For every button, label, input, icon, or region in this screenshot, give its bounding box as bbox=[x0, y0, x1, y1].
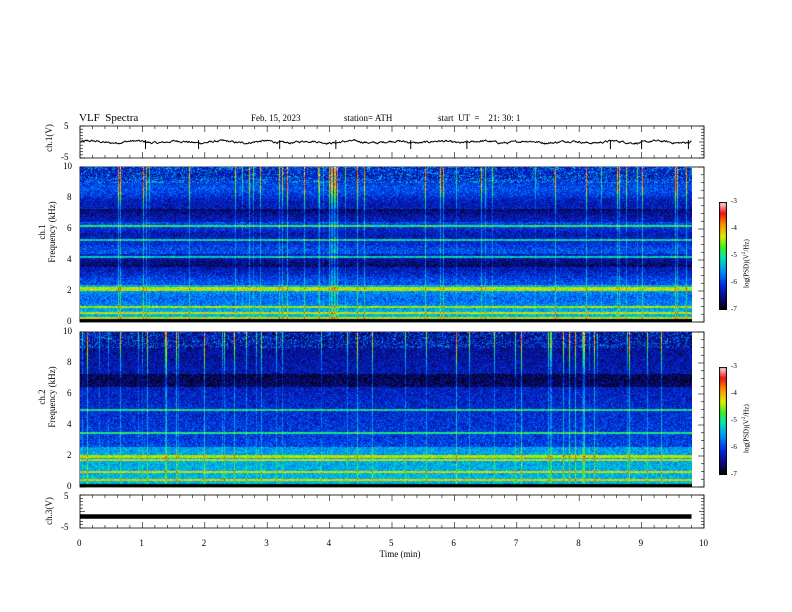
spectrogram-ytick-label: 6 bbox=[67, 223, 72, 233]
ch1-waveform-line bbox=[79, 138, 692, 145]
ch1-spectrogram-ylabel-line2: Frequency (kHz) bbox=[47, 201, 57, 263]
colorbar-tick-label: -4 bbox=[731, 389, 737, 397]
x-tick-label: 6 bbox=[451, 538, 456, 548]
spectrogram-ytick-label: 2 bbox=[67, 285, 72, 295]
spectrogram-ytick-label: 6 bbox=[67, 388, 72, 398]
spectrogram-ytick-label: 4 bbox=[67, 254, 72, 264]
ch2-spectrogram-ylabel-line2: Frequency (kHz) bbox=[47, 366, 57, 428]
spectrogram-ytick-label: 10 bbox=[63, 326, 72, 336]
ch1-ytick-bottom: -5 bbox=[61, 152, 69, 162]
ch2-colorbar bbox=[719, 367, 727, 475]
x-tick-label: 1 bbox=[139, 538, 144, 548]
colorbar-tick-label: -5 bbox=[731, 251, 737, 259]
x-axis-label: Time (min) bbox=[379, 549, 421, 559]
colorbar-tick-label: -6 bbox=[731, 443, 737, 451]
spectrogram-ytick-label: 0 bbox=[67, 481, 72, 491]
ch3-ytick-bottom: -5 bbox=[61, 522, 69, 532]
spectrogram-ytick-label: 8 bbox=[67, 192, 72, 202]
date-label: Feb. 15, 2023 bbox=[251, 113, 301, 123]
colorbar-tick-label: -7 bbox=[731, 470, 737, 478]
colorbar-tick-label: -6 bbox=[731, 278, 737, 286]
x-tick-label: 2 bbox=[201, 538, 207, 548]
x-tick-label: 10 bbox=[699, 538, 708, 548]
ch1-ytick-top: 5 bbox=[64, 121, 69, 131]
start-time-label: start UT = 21: 30: 1 bbox=[438, 113, 521, 123]
x-tick-label: 0 bbox=[77, 538, 82, 548]
ch2-spectrogram-ylabel-line1: ch.2 bbox=[37, 389, 47, 405]
ch2-colorbar-label: log(PSD)(V2/Hz) bbox=[742, 404, 751, 453]
spectrogram-ytick-label: 4 bbox=[67, 419, 72, 429]
figure-title: VLF Spectra bbox=[79, 112, 139, 124]
station-label: station= ATH bbox=[344, 113, 393, 123]
colorbar-tick-label: -7 bbox=[731, 305, 737, 313]
x-tick-label: 7 bbox=[513, 538, 519, 548]
colorbar-tick-label: -3 bbox=[731, 362, 737, 370]
ch1-spectrogram-ylabel-line1: ch.1 bbox=[37, 224, 47, 240]
ch3-ytick-top: 5 bbox=[64, 491, 69, 501]
ch1-waveform-ylabel: ch.1(V) bbox=[44, 124, 54, 152]
ch2-spectrogram-ylabel: ch.2 Frequency (kHz) bbox=[37, 352, 57, 442]
ch2-spectrogram bbox=[80, 332, 692, 487]
spectrogram-ytick-label: 0 bbox=[67, 316, 72, 326]
ch3-waveform-ylabel: ch.3(V) bbox=[44, 497, 54, 525]
colorbar-tick-label: -4 bbox=[731, 224, 737, 232]
spectrogram-ytick-label: 2 bbox=[67, 450, 72, 460]
x-tick-label: 5 bbox=[389, 538, 394, 548]
ch1-colorbar-label: log(PSD)(V2/Hz) bbox=[742, 239, 751, 288]
spectrogram-ytick-label: 8 bbox=[67, 357, 72, 367]
ch1-spectrogram-ylabel: ch.1 Frequency (kHz) bbox=[37, 187, 57, 277]
x-tick-label: 3 bbox=[264, 538, 269, 548]
spectrogram-ytick-label: 10 bbox=[63, 161, 72, 171]
ch1-spectrogram bbox=[80, 167, 692, 322]
ch1-colorbar bbox=[719, 202, 727, 310]
x-tick-label: 4 bbox=[326, 538, 332, 548]
colorbar-tick-label: -3 bbox=[731, 197, 737, 205]
colorbar-tick-label: -5 bbox=[731, 416, 737, 424]
x-tick-label: 9 bbox=[638, 538, 644, 548]
x-tick-label: 8 bbox=[576, 538, 581, 548]
